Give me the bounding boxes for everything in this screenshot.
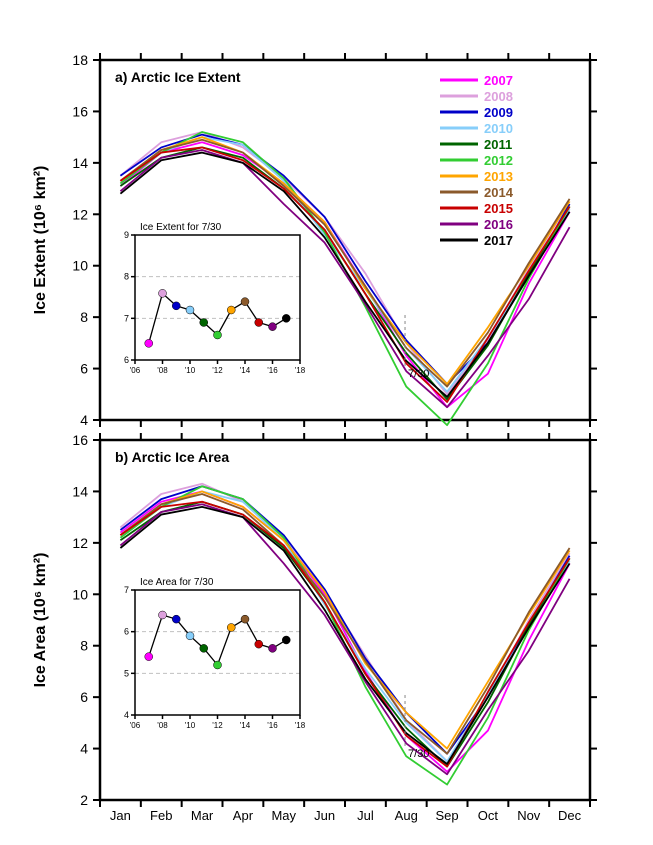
inset-ytick-label: 8: [124, 272, 129, 282]
inset-point: [145, 653, 153, 661]
legend-label: 2012: [484, 153, 513, 168]
xtick-label: Dec: [558, 808, 582, 823]
ytick-label: 18: [72, 52, 88, 68]
xtick-label: Sep: [436, 808, 459, 823]
legend-label: 2016: [484, 217, 513, 232]
xtick-label: Feb: [150, 808, 172, 823]
xtick-label: Jun: [314, 808, 335, 823]
legend-label: 2014: [484, 185, 514, 200]
xtick-label: Jan: [110, 808, 131, 823]
panel-title: b) Arctic Ice Area: [115, 449, 229, 465]
inset-point: [159, 289, 167, 297]
legend-label: 2013: [484, 169, 513, 184]
ytick-label: 4: [80, 741, 88, 757]
ytick-label: 14: [72, 483, 88, 499]
xtick-label: Jul: [357, 808, 374, 823]
xtick-label: Oct: [478, 808, 499, 823]
xtick-label: Nov: [517, 808, 541, 823]
ytick-label: 16: [72, 432, 88, 448]
inset-xtick-label: '08: [157, 366, 168, 375]
inset-point: [200, 319, 208, 327]
inset-xtick-label: '16: [267, 366, 278, 375]
ytick-label: 12: [72, 206, 88, 222]
inset-point: [269, 323, 277, 331]
y-axis-label: Ice Area (10⁶ km²): [32, 553, 49, 688]
legend-label: 2008: [484, 89, 513, 104]
inset-xtick-label: '10: [185, 721, 196, 730]
ytick-label: 8: [80, 638, 88, 654]
inset-ytick-label: 7: [124, 585, 129, 595]
ytick-label: 8: [80, 309, 88, 325]
ytick-label: 16: [72, 103, 88, 119]
inset-point: [145, 339, 153, 347]
inset-point: [255, 640, 263, 648]
inset-xtick-label: '06: [130, 366, 141, 375]
inset-point: [241, 615, 249, 623]
legend-label: 2007: [484, 73, 513, 88]
inset-point: [214, 661, 222, 669]
inset-xtick-label: '10: [185, 366, 196, 375]
y-axis-label: Ice Extent (10⁶ km²): [32, 166, 49, 315]
xtick-label: Mar: [191, 808, 214, 823]
inset-ytick-label: 5: [124, 668, 129, 678]
inset-point: [227, 306, 235, 314]
legend-label: 2015: [484, 201, 513, 216]
ytick-label: 2: [80, 792, 88, 808]
ytick-label: 4: [80, 412, 88, 428]
legend-label: 2017: [484, 233, 513, 248]
xtick-label: Apr: [233, 808, 254, 823]
inset-xtick-label: '12: [212, 366, 223, 375]
inset-point: [282, 636, 290, 644]
chart-svg: 4 6 8 10 12 14 16 18 a) Arctic Ice Extent Ice Ext…: [0, 0, 653, 845]
inset-point: [172, 302, 180, 310]
inset-point: [282, 314, 290, 322]
inset-xtick-label: '08: [157, 721, 168, 730]
legend-label: 2011: [484, 137, 512, 152]
inset-xtick-label: '18: [295, 366, 306, 375]
inset-xtick-label: '16: [267, 721, 278, 730]
inset-point: [186, 306, 194, 314]
ytick-label: 10: [72, 586, 88, 602]
inset-bg: [135, 590, 300, 715]
inset-ytick-label: 9: [124, 230, 129, 240]
legend-label: 2010: [484, 121, 513, 136]
inset-xtick-label: '18: [295, 721, 306, 730]
inset-point: [227, 624, 235, 632]
inset-title: Ice Area for 7/30: [140, 577, 214, 588]
xtick-label: Aug: [395, 808, 418, 823]
date-marker-label: 7/30: [408, 748, 429, 760]
inset-point: [159, 611, 167, 619]
inset-point: [241, 298, 249, 306]
ytick-label: 10: [72, 258, 88, 274]
figure-container: 4 6 8 10 12 14 16 18 a) Arctic Ice Extent Ice Ext…: [0, 0, 653, 845]
inset-ytick-label: 6: [124, 627, 129, 637]
inset-ytick-label: 4: [124, 710, 129, 720]
inset-point: [269, 644, 277, 652]
inset-point: [172, 615, 180, 623]
date-marker-label: 7/30: [408, 368, 429, 380]
inset-point: [214, 331, 222, 339]
inset-point: [200, 644, 208, 652]
inset-xtick-label: '06: [130, 721, 141, 730]
inset-point: [186, 632, 194, 640]
inset-point: [255, 319, 263, 327]
ytick-label: 14: [72, 155, 88, 171]
inset-ytick-label: 6: [124, 355, 129, 365]
ytick-label: 6: [80, 689, 88, 705]
inset-ytick-label: 7: [124, 313, 129, 323]
panel-title: a) Arctic Ice Extent: [115, 69, 241, 85]
ytick-label: 12: [72, 535, 88, 551]
xtick-label: May: [271, 808, 296, 823]
inset-bg: [135, 235, 300, 360]
legend-label: 2009: [484, 105, 513, 120]
inset-xtick-label: '14: [240, 721, 251, 730]
inset-xtick-label: '14: [240, 366, 251, 375]
ytick-label: 6: [80, 361, 88, 377]
inset-title: Ice Extent for 7/30: [140, 222, 222, 233]
inset-xtick-label: '12: [212, 721, 223, 730]
